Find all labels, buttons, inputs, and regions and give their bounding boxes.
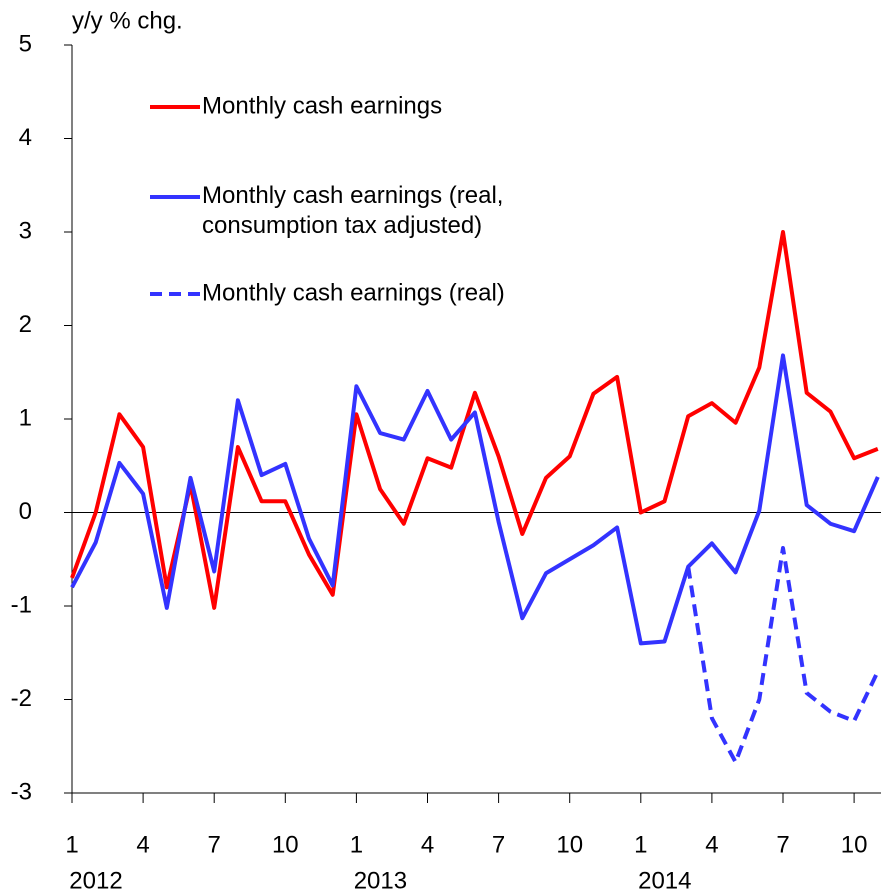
y-tick-label: 3 bbox=[19, 217, 32, 244]
legend-label: Monthly cash earnings (real) bbox=[202, 279, 505, 306]
y-tick-label: 5 bbox=[19, 30, 32, 57]
y-tick-label: 0 bbox=[19, 498, 32, 525]
series-line bbox=[70, 230, 879, 610]
x-tick-label: 7 bbox=[776, 831, 789, 858]
x-tick-label: 10 bbox=[556, 831, 583, 858]
x-tick-label: 7 bbox=[208, 831, 221, 858]
x-tick-label: 10 bbox=[272, 831, 299, 858]
x-tick-label: 10 bbox=[841, 831, 868, 858]
x-tick-label: 7 bbox=[492, 831, 505, 858]
year-label: 2013 bbox=[354, 867, 407, 894]
x-tick-label: 4 bbox=[136, 831, 149, 858]
x-tick-label: 4 bbox=[421, 831, 434, 858]
year-label: 2014 bbox=[638, 867, 691, 894]
y-tick-label: 4 bbox=[19, 124, 32, 151]
x-tick-label: 1 bbox=[634, 831, 647, 858]
y-tick-label: -3 bbox=[11, 778, 32, 805]
y-tick-label: 2 bbox=[19, 311, 32, 338]
y-tick-label: -1 bbox=[11, 591, 32, 618]
x-tick-label: 4 bbox=[705, 831, 718, 858]
series-line bbox=[686, 546, 880, 765]
year-label: 2012 bbox=[69, 867, 122, 894]
x-tick-label: 1 bbox=[65, 831, 78, 858]
y-tick-label: -2 bbox=[11, 685, 32, 712]
y-tick-label: 1 bbox=[19, 404, 32, 431]
series-line bbox=[70, 353, 880, 646]
y-axis-label: y/y % chg. bbox=[72, 7, 183, 34]
x-tick-label: 1 bbox=[350, 831, 363, 858]
legend-label: Monthly cash earnings bbox=[202, 92, 442, 119]
legend-label: Monthly cash earnings (real, consumption … bbox=[202, 182, 503, 239]
